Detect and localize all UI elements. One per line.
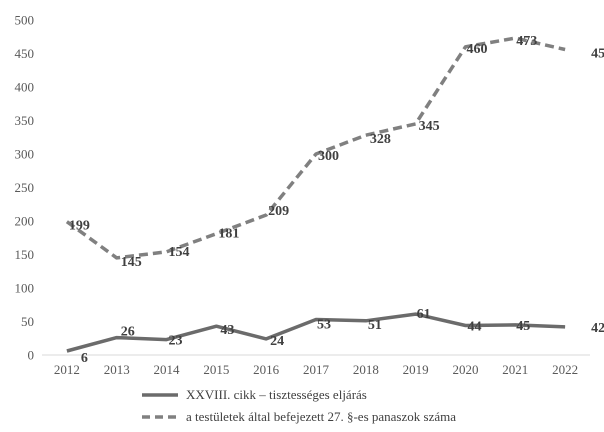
y-tick-label: 400 [15, 80, 35, 95]
series-line-2 [65, 36, 566, 260]
data-label: 154 [169, 245, 190, 260]
y-tick-label: 150 [15, 247, 35, 262]
data-label: 209 [268, 204, 289, 219]
data-label: 43 [220, 323, 234, 338]
y-tick-label: 100 [15, 281, 35, 296]
legend-label-series-1: XXVIII. cikk – tisztességes eljárás [186, 387, 367, 402]
y-tick-label: 500 [15, 13, 35, 28]
data-label: 44 [467, 320, 481, 335]
x-tick-label: 2022 [552, 362, 578, 377]
data-label: 300 [318, 149, 339, 164]
data-label: 26 [121, 325, 135, 340]
series-lines [65, 36, 566, 353]
x-tick-label: 2014 [154, 362, 181, 377]
x-tick-label: 2016 [253, 362, 280, 377]
x-tick-label: 2019 [403, 362, 429, 377]
data-label: 145 [121, 255, 142, 270]
data-label: 23 [169, 334, 183, 349]
y-tick-label: 200 [15, 214, 35, 229]
data-label: 456 [591, 46, 604, 61]
legend-label-series-2: a testületek által befejezett 27. §-es p… [186, 409, 456, 424]
y-tick-label: 300 [15, 147, 35, 162]
y-tick-label: 0 [28, 348, 35, 363]
data-label: 51 [368, 318, 382, 333]
data-label: 473 [516, 34, 537, 49]
y-tick-label: 350 [15, 113, 35, 128]
data-label: 45 [516, 319, 530, 334]
y-tick-label: 250 [15, 180, 35, 195]
data-label: 6 [81, 351, 88, 366]
data-label: 42 [591, 321, 604, 336]
series-line-1 [66, 312, 566, 353]
x-tick-label: 2021 [502, 362, 528, 377]
data-label: 181 [218, 227, 239, 242]
x-tick-label: 2013 [104, 362, 130, 377]
data-label: 460 [466, 42, 487, 57]
x-tick-labels: 2012 2013 2014 2015 2016 2017 2018 2019 2020 2021… [54, 362, 578, 377]
y-tick-labels: 0 50 100 150 200 250 300 350 400 450 500 [15, 13, 35, 363]
data-label: 24 [270, 334, 284, 349]
data-labels: 6 26 23 43 24 53 51 61 44 45 42 199 145 154 181 209 300 3… [69, 34, 604, 366]
x-tick-label: 2018 [353, 362, 379, 377]
x-tick-label: 2015 [203, 362, 229, 377]
data-label: 328 [370, 132, 391, 147]
data-label: 61 [417, 307, 431, 322]
y-tick-label: 50 [21, 314, 34, 329]
y-tick-label: 450 [15, 46, 35, 61]
x-tick-label: 2017 [303, 362, 330, 377]
data-label: 345 [419, 119, 440, 134]
legend: XXVIII. cikk – tisztességes eljárás a te… [142, 387, 456, 424]
x-tick-label: 2020 [452, 362, 478, 377]
data-label: 53 [317, 317, 331, 332]
x-tick-label: 2012 [54, 362, 80, 377]
data-label: 199 [69, 219, 90, 234]
